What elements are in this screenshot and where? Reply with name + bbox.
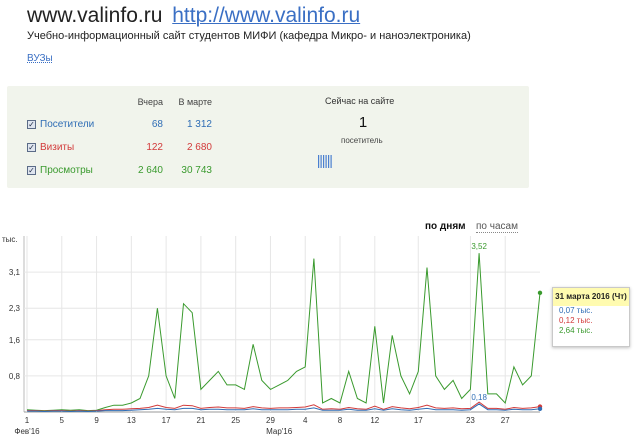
x-tick-label: 1 xyxy=(25,416,30,425)
y-tick-label: 1,6 xyxy=(9,336,21,345)
category-tag-link[interactable]: ВУЗы xyxy=(27,53,53,64)
x-tick-label: 12 xyxy=(370,416,379,425)
tab-by-hours[interactable]: по часам xyxy=(476,221,518,233)
visits-yesterday: 122 xyxy=(146,142,163,153)
visitors-month: 1 312 xyxy=(186,119,212,130)
y-axis-label: тыс. xyxy=(2,235,18,244)
stats-panel: Вчера В марте ✓ Посетители 68 1 312 ✓ Ви… xyxy=(7,86,529,188)
col-yesterday-header: Вчера xyxy=(137,97,163,107)
visits-month: 2 680 xyxy=(186,142,212,153)
tab-by-days[interactable]: по дням xyxy=(425,221,466,232)
stats-row-label: Визиты xyxy=(40,142,75,153)
site-url-link[interactable]: http://www.valinfo.ru xyxy=(172,4,361,27)
site-title: www.valinfo.ru http://www.valinfo.ru xyxy=(27,4,360,28)
tooltip-date: 31 марта 2016 (Чт) xyxy=(553,288,629,306)
online-now-label: посетитель xyxy=(341,136,383,145)
x-tick-label: 9 xyxy=(94,416,99,425)
x-tick-label: 23 xyxy=(466,416,475,425)
tooltip-line-views: 2,64 тыс. xyxy=(559,326,593,335)
y-tick-label: 2,3 xyxy=(9,304,21,313)
x-tick-label: 4 xyxy=(303,416,308,425)
online-now-title: Сейчас на сайте xyxy=(325,96,395,106)
tooltip-line-visits: 0,12 тыс. xyxy=(559,316,593,325)
col-month-header: В марте xyxy=(178,97,212,107)
y-tick-label: 0,8 xyxy=(9,372,21,381)
x-tick-label: 27 xyxy=(501,416,510,425)
month-label: Фев'16 xyxy=(14,427,40,436)
x-tick-label: 5 xyxy=(60,416,65,425)
checkbox-visits[interactable]: ✓ xyxy=(27,143,36,152)
x-tick-label: 17 xyxy=(414,416,423,425)
checkbox-views[interactable]: ✓ xyxy=(27,166,36,175)
x-tick-label: 17 xyxy=(162,416,171,425)
data-label: 3,52 xyxy=(471,242,487,251)
views-month: 30 743 xyxy=(181,165,212,176)
views-yesterday: 2 640 xyxy=(137,165,163,176)
series-line xyxy=(27,401,541,412)
x-tick-label: 13 xyxy=(127,416,136,425)
series-endpoint xyxy=(537,406,543,412)
site-domain: www.valinfo.ru xyxy=(27,4,163,27)
stats-row-label: Посетители xyxy=(40,119,95,130)
checkbox-visitors[interactable]: ✓ xyxy=(27,120,36,129)
tooltip-line-visitors: 0,07 тыс. xyxy=(559,306,593,315)
stats-row-label: Просмотры xyxy=(40,165,93,176)
x-tick-label: 29 xyxy=(266,416,275,425)
series-line xyxy=(26,253,541,412)
visitors-yesterday: 68 xyxy=(151,119,163,130)
online-now-count: 1 xyxy=(358,114,368,131)
series-endpoint xyxy=(537,290,543,296)
month-label: Мар'16 xyxy=(266,427,293,436)
x-tick-label: 8 xyxy=(338,416,343,425)
y-tick-label: 3,1 xyxy=(9,268,21,277)
site-description: Учебно-информационный сайт студентов МИФ… xyxy=(27,30,471,42)
bars-icon xyxy=(318,155,332,168)
x-tick-label: 21 xyxy=(196,416,205,425)
traffic-chart: 1 5 9 13 17 21 25 29 4 8 12 17 23 27 3,1 2,3 1,6 0,8 тыс. Ф… xyxy=(2,235,543,436)
x-tick-label: 25 xyxy=(231,416,240,425)
data-label: 0,18 xyxy=(471,393,487,402)
chart-tooltip: 31 марта 2016 (Чт) 0,07 тыс. 0,12 тыс. 2… xyxy=(552,287,630,347)
series-line xyxy=(27,403,541,413)
